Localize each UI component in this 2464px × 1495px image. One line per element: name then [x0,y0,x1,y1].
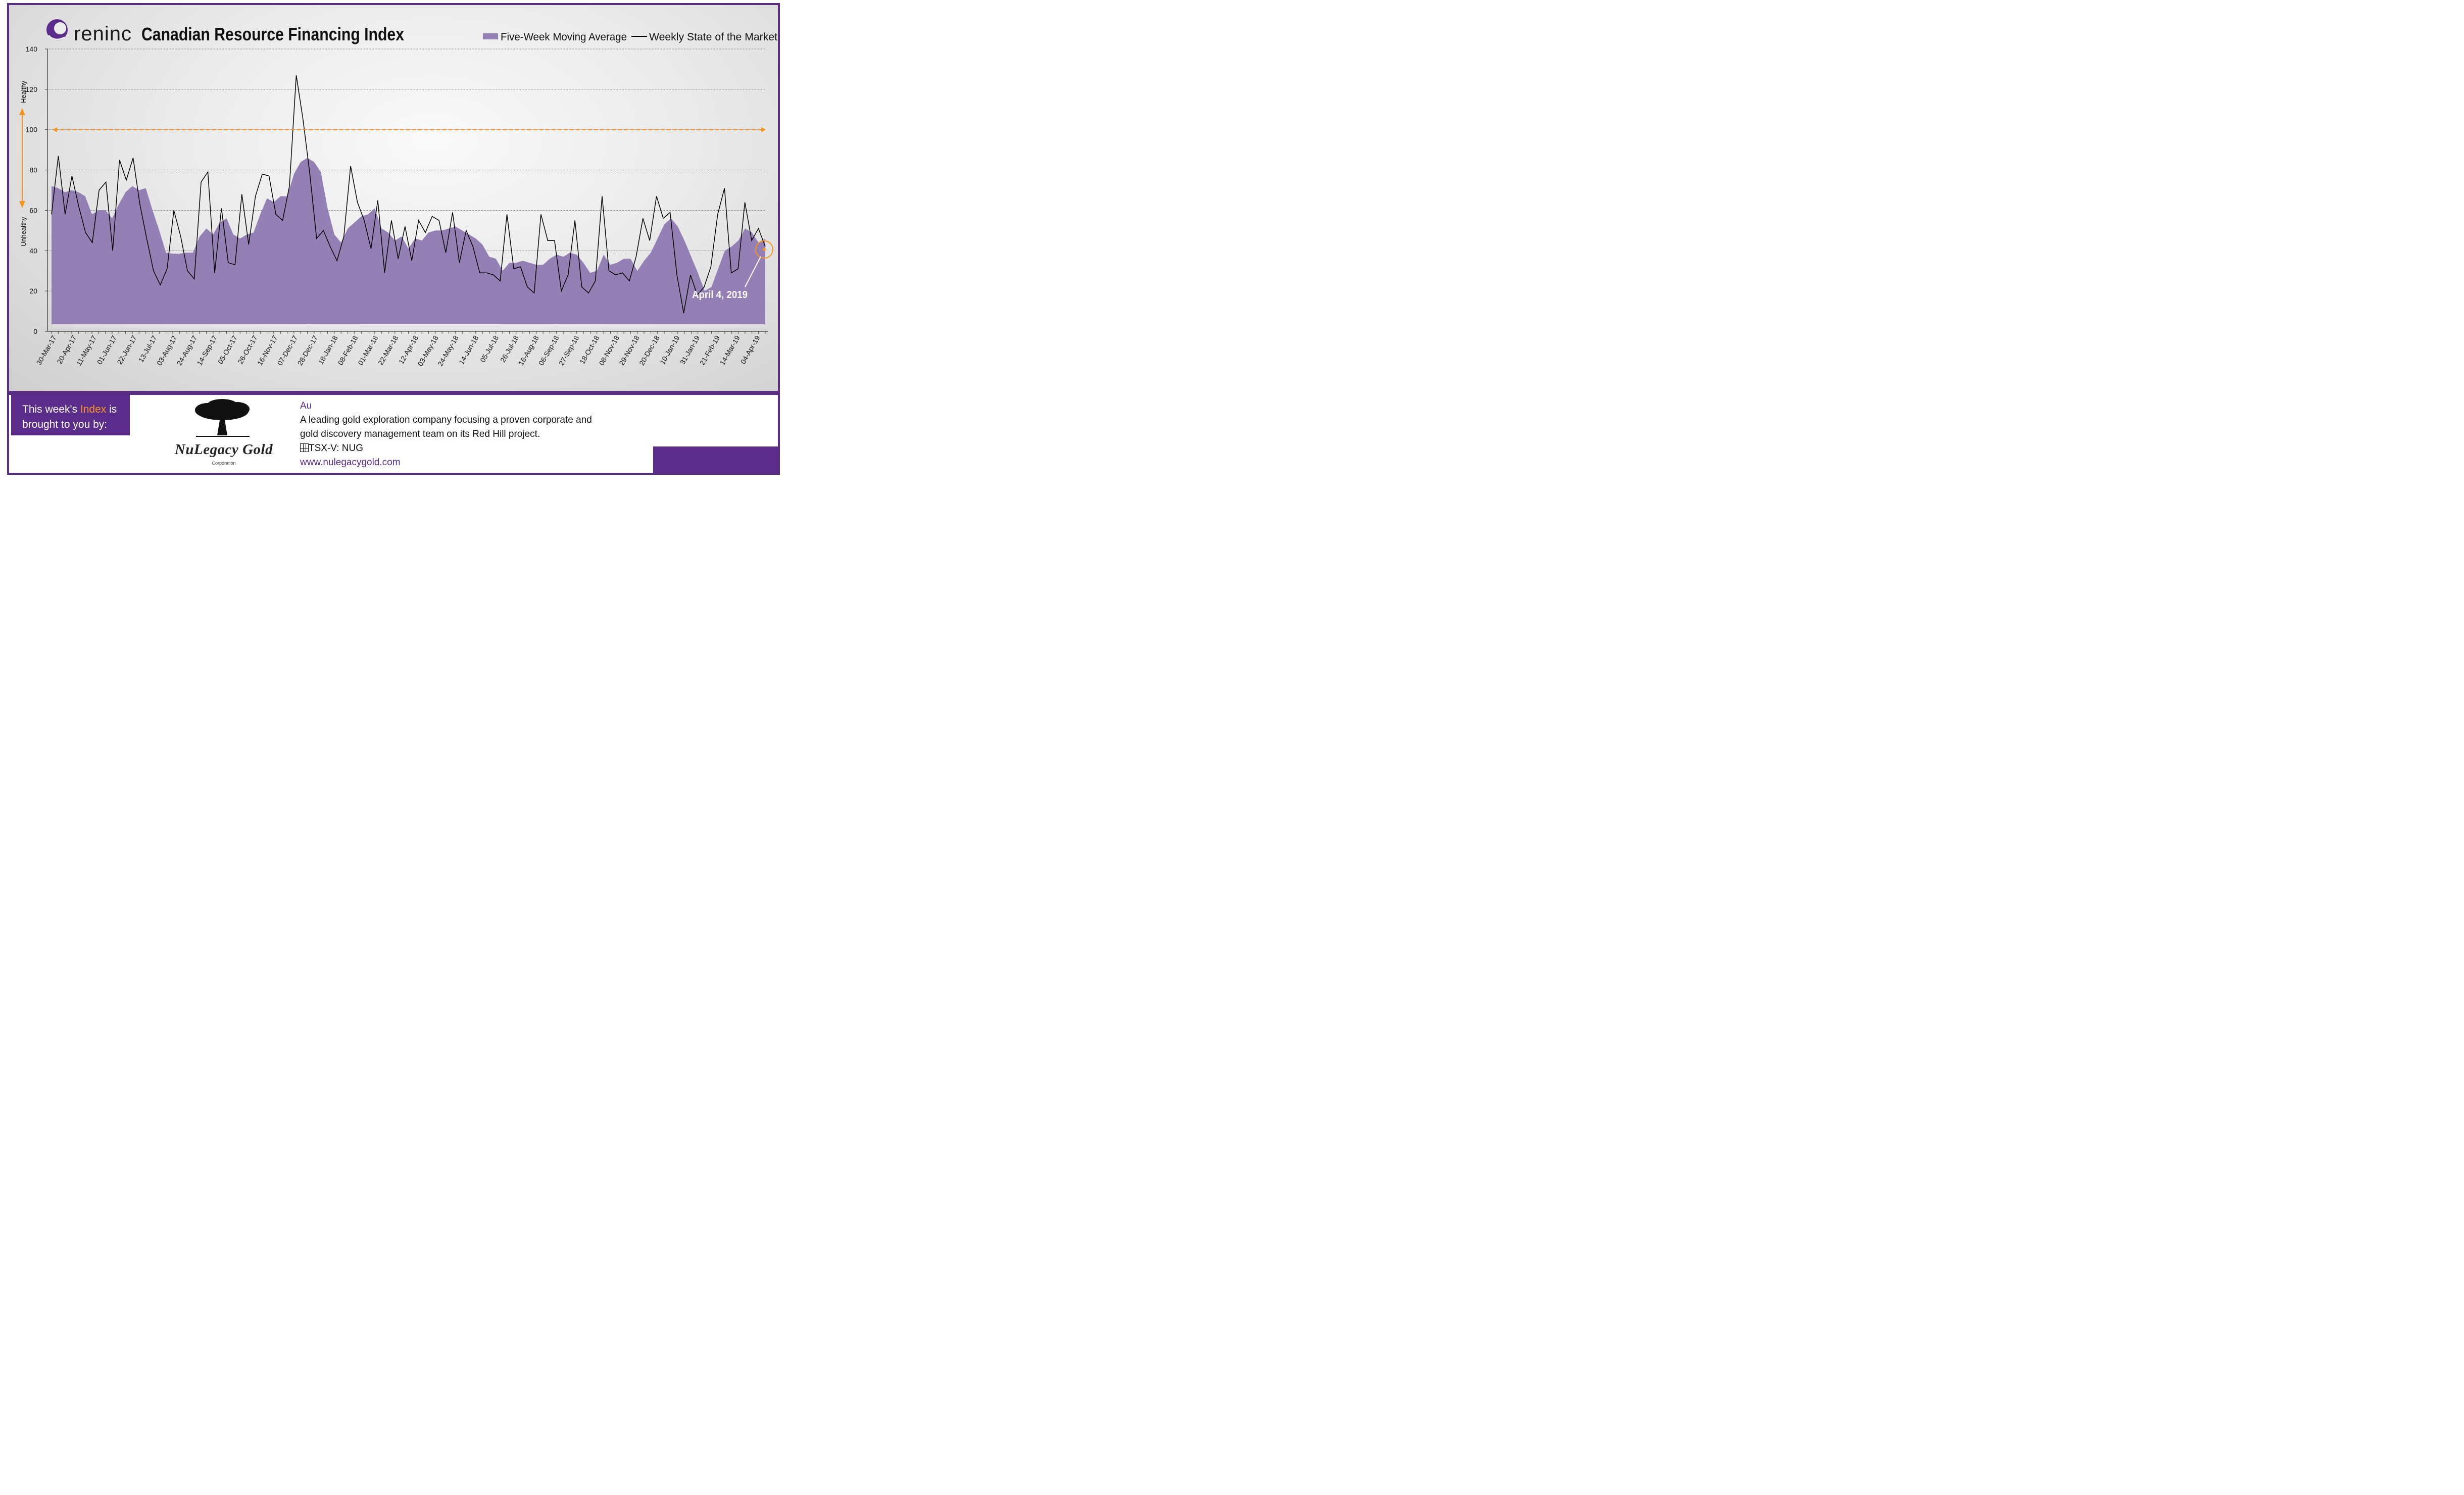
sponsor-metal: Au [300,401,312,411]
sponsor-company-sub: Corporation [212,461,236,466]
legend-area-swatch [483,33,498,39]
x-tick-label: 24-Aug-17 [175,334,199,367]
legend-line-label: Weekly State of the Market [649,31,777,43]
x-tick-label: 20-Apr-17 [55,334,78,365]
x-tick-label: 12-Apr-18 [397,334,420,365]
y-tick-label: 0 [33,327,37,335]
healthy-unhealthy-arrow [19,108,25,208]
sponsor-description-line2: gold discovery management team on its Re… [300,429,540,439]
latest-point-marker [745,240,773,287]
x-tick-label: 10-Jan-19 [658,334,681,366]
y-tick-label: 100 [26,126,38,134]
x-tick-label: 21-Feb-19 [698,334,721,366]
x-tick-label: 31-Jan-19 [678,334,701,366]
y-tick-label: 20 [29,287,37,295]
moving-average-area-shape [52,158,765,324]
x-tick-labels: 30-Mar-1720-Apr-1711-May-1701-Jun-1722-J… [34,334,761,367]
tree-icon [195,399,250,437]
x-tick-label: 05-Oct-17 [216,334,239,365]
x-tick-label: 16-Aug-18 [517,334,540,367]
decorative-block [653,446,778,473]
x-tick-label: 04-Apr-19 [739,334,762,365]
x-tick-label: 24-May-18 [436,334,460,367]
x-tick-label: 07-Dec-17 [276,334,300,367]
x-tick-label: 16-Nov-17 [256,334,279,367]
y-tick-label: 140 [26,45,38,53]
x-tick-label: 26-Jul-18 [499,334,520,364]
sponsor-ticker: TSX-V: NUG [309,443,364,454]
chart: reninc Canadian Resource Financing Index… [19,19,777,367]
x-tick-label: 29-Nov-18 [617,334,641,367]
x-tick-label: 01-Mar-18 [356,334,379,366]
sponsor-ticker-row: TSX-V: NUG [300,441,623,456]
sponsor-description-line1: A leading gold exploration company focus… [300,415,592,425]
weekly-state-line [51,75,766,314]
x-tick-label: 26-Oct-17 [236,334,259,365]
legend-area-label: Five-Week Moving Average [501,31,627,43]
x-tick-label: 11-May-17 [74,334,98,367]
brand-logo [46,19,68,40]
healthy-label: Healthy [20,80,27,103]
sponsor-url[interactable]: www.nulegacygold.com [300,457,401,468]
x-tick-label: 03-Aug-17 [155,334,179,367]
x-tick-label: 08-Feb-18 [336,334,359,366]
brand-name: reninc [74,23,132,45]
x-tick-label: 14-Mar-19 [718,334,742,366]
y-tick-label: 60 [29,206,37,214]
x-tick-label: 05-Jul-18 [478,334,500,364]
sponsor-intro-prefix: This week's [22,404,80,415]
annotation-label: April 4, 2019 [692,289,748,301]
x-tick-label: 18-Oct-18 [578,334,601,365]
chart-title: Canadian Resource Financing Index [141,24,404,44]
x-tick-label: 01-Jun-17 [95,334,118,366]
chart-icon [300,443,309,452]
threshold-line [53,127,766,132]
x-tick-label: 22-Jun-17 [115,334,138,366]
y-tick-label: 120 [26,85,38,93]
x-tick-label: 14-Sep-17 [195,334,219,367]
sponsor-panel: This week's Index is brought to you by: … [7,393,780,475]
y-tick-label: 80 [29,166,37,174]
sponsor-intro-highlight: Index [80,404,107,415]
axes [47,49,768,334]
weekly-state-polyline [51,75,766,314]
moving-average-area [52,158,765,324]
x-tick-label: 27-Sep-18 [557,334,581,367]
threshold-arrow-right [761,127,766,132]
x-tick-label: 13-Jul-17 [137,334,159,364]
unhealthy-label: Unhealthy [20,217,27,246]
y-tick-label: 40 [29,246,37,255]
x-tick-label: 28-Dec-17 [295,334,319,367]
x-tick-label: 08-Nov-18 [597,334,621,367]
x-tick-label: 22-Mar-18 [376,334,400,366]
sponsor-company-name: NuLegacy Gold [174,441,273,458]
sponsor-info: Au A leading gold exploration company fo… [300,399,623,470]
x-tick-label: 14-Jun-18 [457,334,480,366]
x-tick-label: 30-Mar-17 [34,334,58,366]
y-tick-labels: 0 20 40 60 80 100 120 140 [26,45,47,335]
x-tick-label: 18-Jan-18 [316,334,339,366]
sponsor-intro-suffix: is brought to you by: [22,404,117,430]
sponsor-logo[interactable]: NuLegacy Gold Corporation [161,397,287,473]
x-tick-label: 20-Dec-18 [637,334,661,367]
sponsor-intro: This week's Index is brought to you by: [11,395,130,435]
threshold-arrow-left [53,127,57,132]
x-tick-label: 06-Sep-18 [537,334,561,367]
